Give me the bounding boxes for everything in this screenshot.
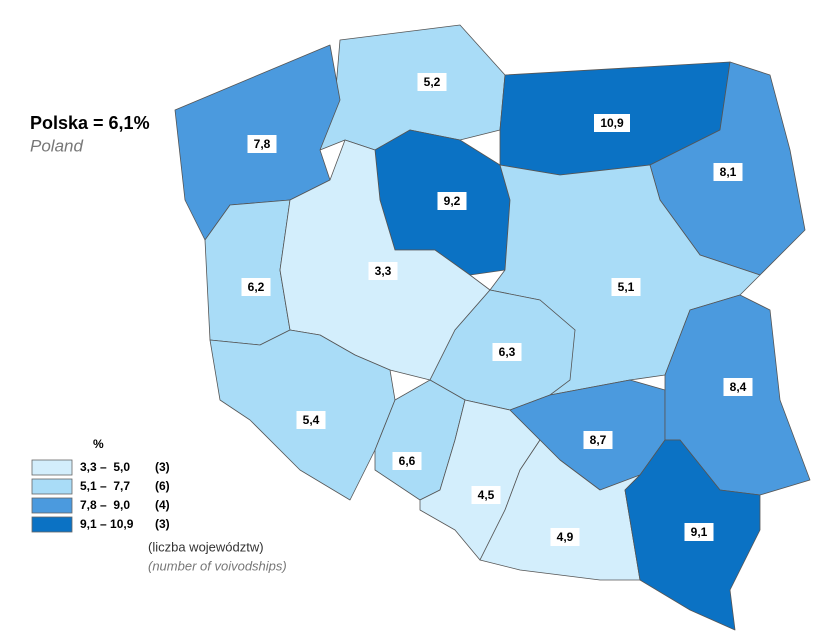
legend-title: %: [93, 437, 104, 451]
title: Polska = 6,1%: [30, 113, 150, 133]
legend-count: (6): [155, 479, 170, 493]
region-label: 5,1: [618, 280, 635, 294]
region-label: 6,2: [248, 280, 265, 294]
legend-swatch: [31, 459, 73, 476]
label-box: [684, 523, 714, 541]
region-label: 6,3: [499, 345, 516, 359]
label-box: [713, 163, 743, 181]
label-box: [611, 278, 641, 296]
legend-count: (3): [155, 460, 170, 474]
regions: [174, 24, 811, 631]
region-label: 8,1: [720, 165, 737, 179]
subtitle: Poland: [30, 136, 83, 155]
label-box: [471, 486, 501, 504]
label-box: [247, 135, 277, 153]
legend-swatch: [31, 478, 73, 495]
label-box: [723, 378, 753, 396]
label-box: [368, 262, 398, 280]
legend-count: (4): [155, 498, 170, 512]
legend-note: (liczba województw): [148, 539, 264, 554]
region-label: 5,2: [424, 75, 441, 89]
region-labels: 5,2 7,8 10,9 8,1 9,2 6,2 3,3 5,1 6,3 5,4 6,6 4,5 8,7…: [241, 73, 753, 546]
label-box: [583, 431, 613, 449]
region: [204, 199, 291, 346]
region-label: 5,4: [303, 413, 320, 427]
legend-range: 7,8 – 9,0: [80, 498, 130, 512]
legend-swatch: [31, 497, 73, 514]
legend-note-en: (number of voivodships): [148, 558, 287, 573]
label-box: [492, 343, 522, 361]
region-label: 8,7: [590, 433, 607, 447]
region-label: 4,5: [478, 488, 495, 502]
region-label: 10,9: [600, 116, 624, 130]
label-box: [417, 73, 447, 91]
region-label: 7,8: [254, 137, 271, 151]
region-label: 8,4: [730, 380, 747, 394]
region-label: 4,9: [557, 530, 574, 544]
region-label: 6,6: [399, 454, 416, 468]
label-box: [594, 114, 630, 132]
label-box: [392, 452, 422, 470]
legend: % (liczba województw) (number of voivods…: [31, 437, 287, 573]
label-box: [296, 411, 326, 429]
legend-range: 3,3 – 5,0: [80, 460, 130, 474]
legend-range: 5,1 – 7,7: [80, 479, 130, 493]
label-box: [437, 192, 467, 210]
region-label: 9,2: [444, 194, 461, 208]
label-box: [550, 528, 580, 546]
legend-range: 9,1 – 10,9: [80, 517, 134, 531]
region-label: 9,1: [691, 525, 708, 539]
region-label: 3,3: [375, 264, 392, 278]
label-box: [241, 278, 271, 296]
legend-count: (3): [155, 517, 170, 531]
legend-swatch: [31, 516, 73, 533]
